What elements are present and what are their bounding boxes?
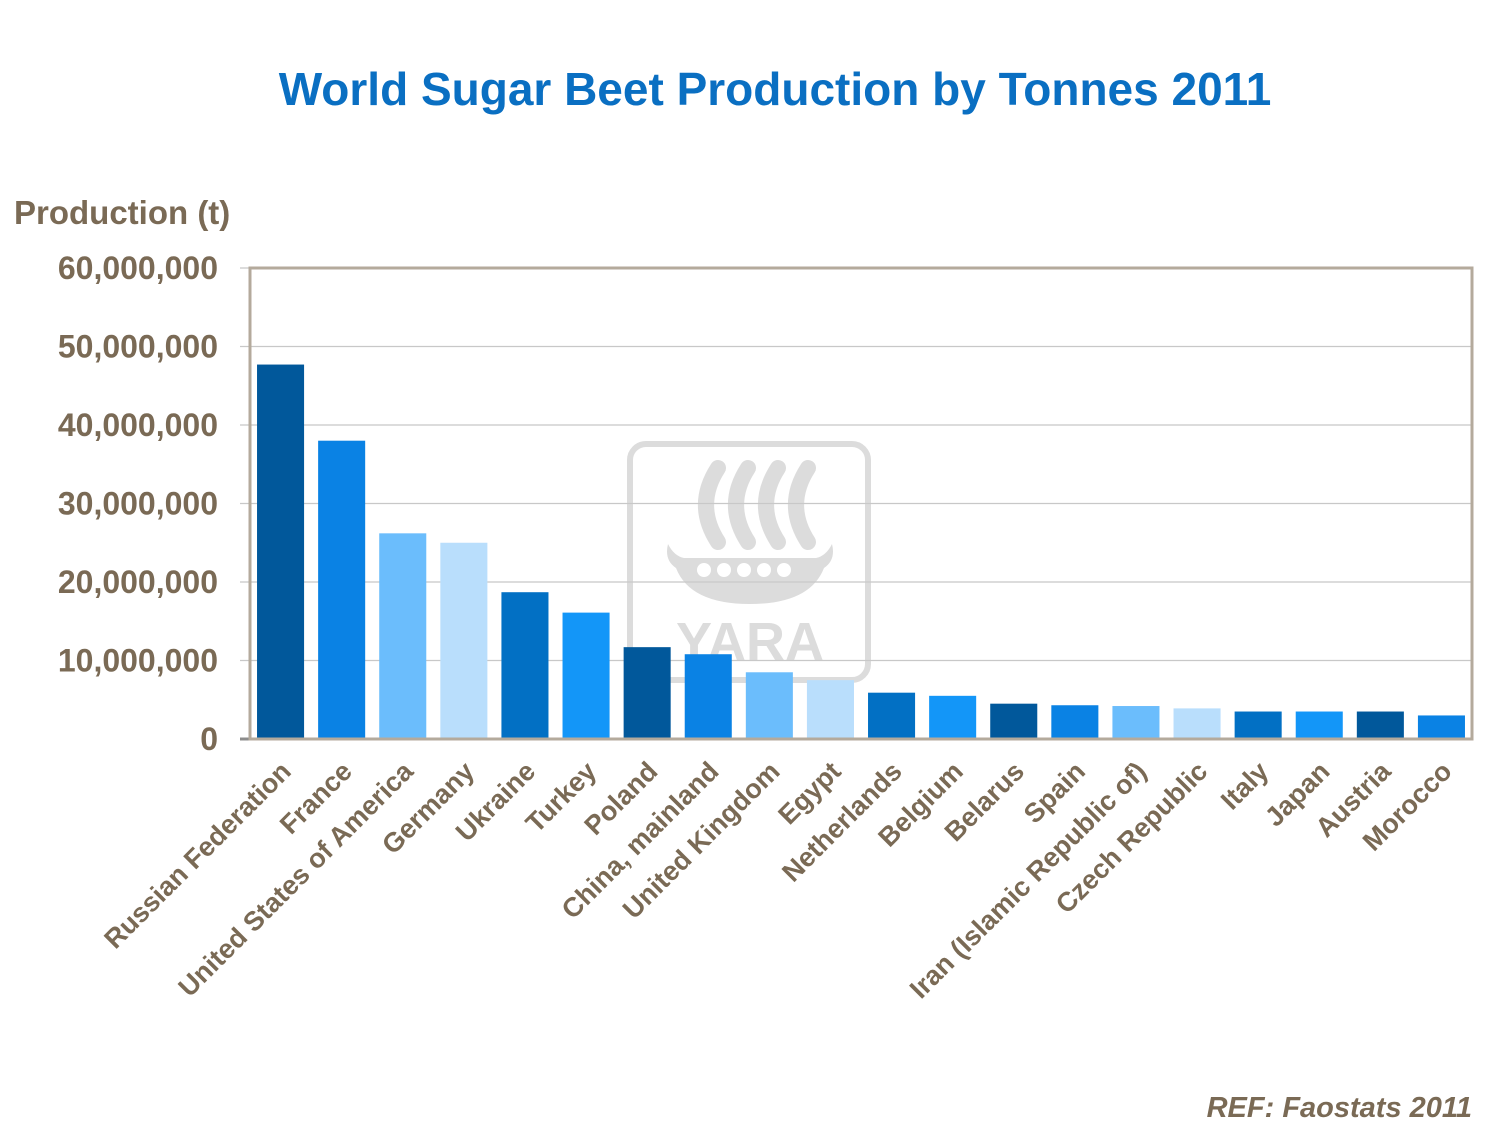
bar	[1234, 711, 1282, 739]
yara-viking-ship-logo-icon	[698, 460, 816, 550]
bar	[1051, 705, 1099, 739]
source-reference: REF: Faostats 2011	[1206, 1092, 1472, 1124]
plot-frame	[248, 266, 1474, 741]
chart-title: World Sugar Beet Production by Tonnes 20…	[278, 63, 1272, 115]
bar	[440, 542, 488, 739]
bar	[1112, 706, 1160, 739]
bar	[1417, 715, 1465, 739]
bar	[745, 672, 793, 739]
y-tick-label: 40,000,000	[58, 407, 218, 443]
bar	[501, 592, 549, 739]
bar	[1356, 711, 1404, 739]
bar	[868, 692, 916, 739]
bar	[806, 680, 854, 739]
bar	[379, 533, 427, 739]
bar-layer	[257, 364, 1465, 739]
bar	[990, 703, 1038, 739]
y-tick-label: 60,000,000	[58, 250, 218, 286]
bar	[257, 364, 305, 739]
x-category-label: United States of America	[172, 755, 419, 1002]
y-axis-ticks: 0 10,000,000 20,000,000 30,000,000 40,000,00…	[58, 250, 218, 757]
y-tick-label: 50,000,000	[58, 329, 218, 365]
bar	[562, 612, 610, 739]
bar	[929, 695, 977, 739]
ship-hull-icon	[667, 544, 833, 604]
bar	[318, 440, 366, 739]
bar	[1173, 708, 1221, 739]
bar	[684, 654, 732, 739]
y-tick-label: 10,000,000	[58, 643, 218, 679]
y-tick-label: 30,000,000	[58, 486, 218, 522]
y-tick-label: 20,000,000	[58, 564, 218, 600]
y-axis-title: Production (t)	[14, 194, 231, 231]
watermark: YARA	[627, 441, 871, 683]
bar	[1295, 711, 1343, 739]
bar	[623, 647, 671, 739]
ship-shields-icon	[697, 563, 791, 577]
y-tick-label: 0	[200, 721, 218, 757]
